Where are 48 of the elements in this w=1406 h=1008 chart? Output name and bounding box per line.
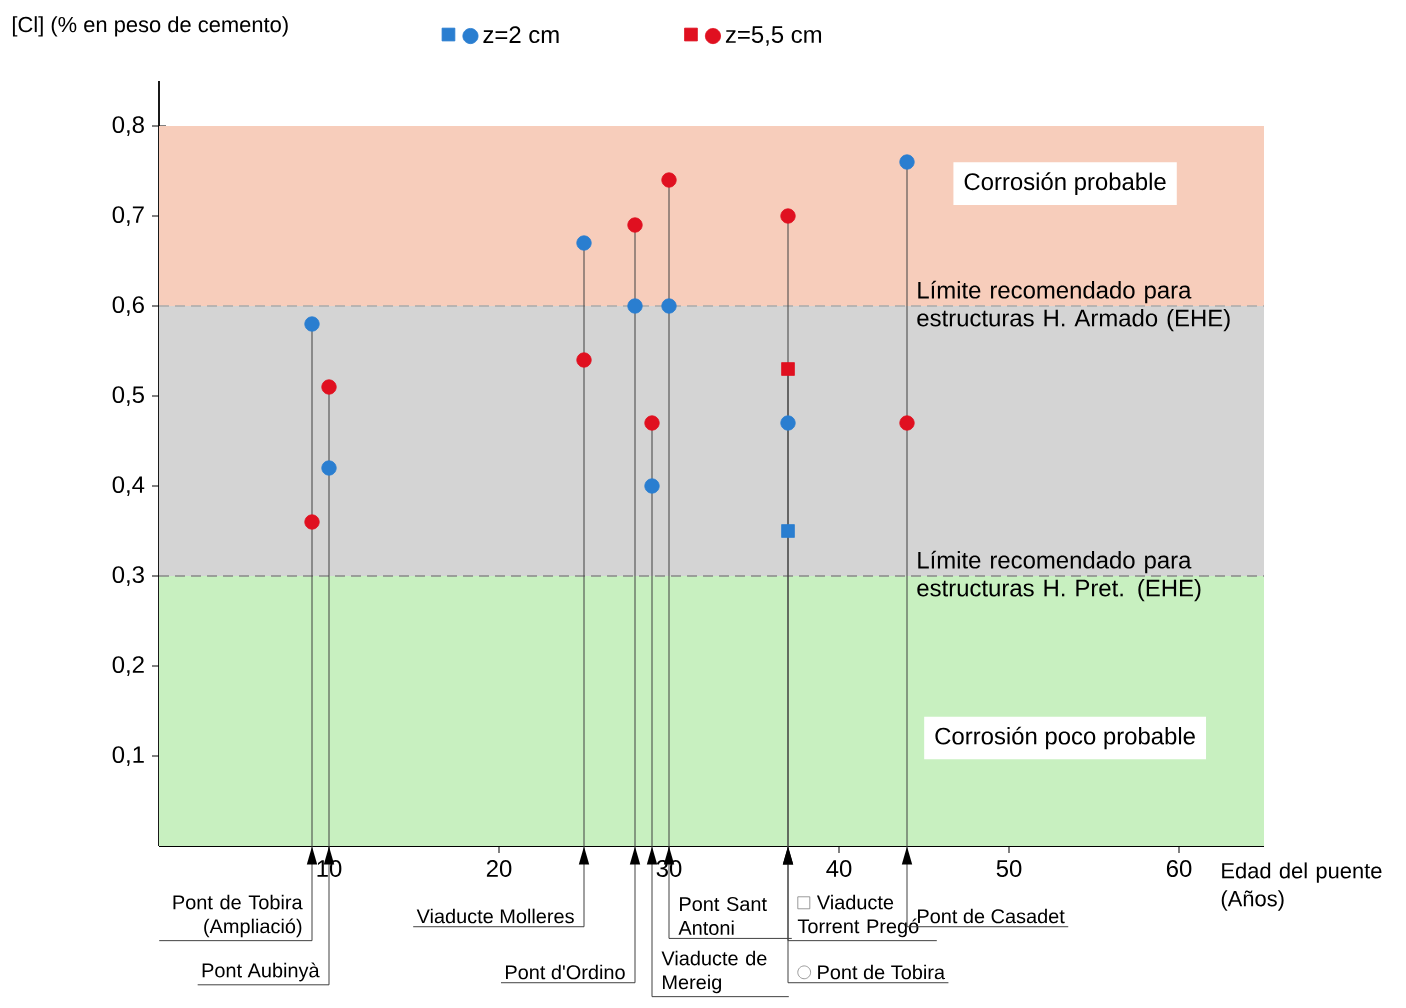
x-tick-label: 10 [317,860,342,877]
y-tick-label: 0,8 [112,116,144,136]
point [321,379,337,395]
x-tick-label: 60 [1166,860,1192,877]
y-tick-label: 0,4 [112,476,145,496]
point [304,514,320,530]
annotation: Viaducte Molleres [416,908,574,924]
point [576,235,592,251]
y-axis-title: [Cl] (% en peso de cemento) [12,16,288,37]
point [321,460,337,476]
band-label: Corrosión poco probable [935,726,1195,750]
point [899,415,915,431]
annotation: Pont de Tobira [818,964,946,980]
ref-line-label: Límite recomendado para estructuras H. Pret. (EHE) [917,550,1201,602]
annotation: Pont Sant Antoni [678,897,767,935]
annotation: Pont de Casadet [918,908,1065,924]
y-tick-label: 0,3 [112,566,144,586]
point [644,478,660,494]
point [781,362,795,376]
point [780,415,796,431]
y-tick-label: 0,1 [112,746,144,766]
annotation: Pont de Tobira (Ampliació) [173,894,303,938]
legend-label: z=2 cm [483,26,559,44]
y-tick-label: 0,7 [112,206,144,226]
point [304,316,320,332]
band-label: Corrosión probable [964,172,1166,195]
annotation: Pont d'Ordino [506,964,625,980]
point [781,524,795,538]
y-tick-label: 0,6 [112,296,144,316]
y-tick-label: 0,2 [112,656,144,676]
point [780,208,796,224]
point [576,352,592,368]
point [644,415,660,431]
point [899,154,915,170]
annotation: Pont Aubinyà [202,962,320,982]
x-tick-label: 40 [826,860,852,877]
annotation: Viaducte de Mereig [661,950,767,994]
x-tick-label: 20 [486,860,512,877]
annotation: Viaducte Torrent Pregó [797,894,919,938]
y-tick-label: 0,5 [112,386,144,406]
point [661,298,677,314]
legend-label: z=5,5 cm [725,26,822,46]
point [661,172,677,188]
x-axis-title: Edad del puente (Años) [1221,862,1382,911]
point [627,298,643,314]
x-tick-label: 50 [996,860,1022,877]
point [627,217,643,233]
ref-line-label: Límite recomendado para estructuras H. Armado (EHE) [917,280,1230,332]
